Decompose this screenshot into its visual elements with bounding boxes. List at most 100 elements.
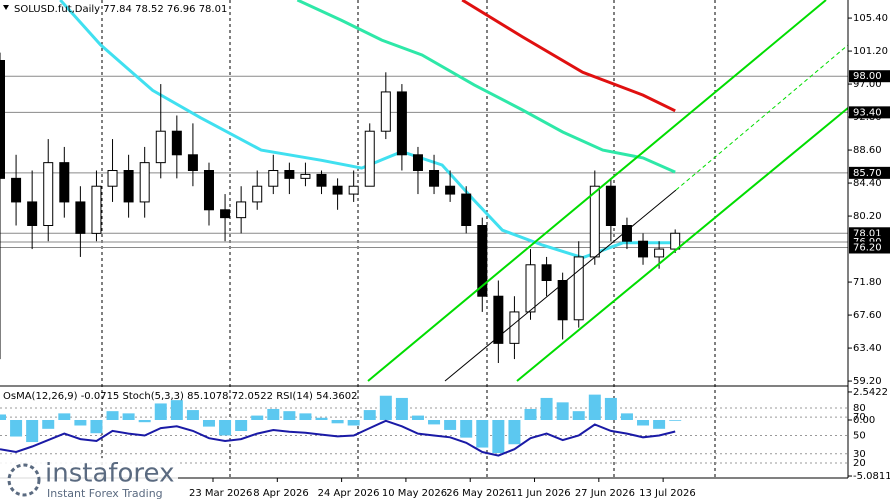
candle-body [364,130,375,187]
osma-bar [556,402,569,420]
y2-tick-label: 20 [853,458,866,469]
x-tick-label: 10 May 2026 [382,488,447,499]
watermark-subtitle: Instant Forex Trading [47,487,163,500]
osma-bar [620,413,633,420]
osma-bar [508,419,521,445]
candle-body [654,248,665,258]
osma-bar [524,408,537,420]
moving-average [461,0,676,113]
osma-bar [267,408,280,420]
osma-bar [492,419,505,454]
osma-bar [347,419,360,426]
indicator-title: OsMA(12,26,9) -0.0715 Stoch(5,3,3) 85.10… [3,391,358,402]
osma-bar [588,394,601,420]
y-tick-label: 80.20 [853,211,882,222]
candle-body [670,232,681,250]
osma-bar [26,419,39,443]
y-tick-label: -5.0811 [853,471,890,482]
osma-bar [74,419,87,426]
y2-tick-label: 50 [853,430,866,441]
candle-body [252,185,263,203]
osma-bar [283,411,296,420]
candle-body [27,201,38,227]
candle-body [638,240,649,258]
x-tick-label: 23 Mar 2026 [189,488,252,499]
candle-body [429,170,440,187]
level-label: 98.00 [853,71,882,82]
osma-bar [138,419,151,423]
candle-body [396,91,407,156]
menu-icon[interactable] [3,5,9,10]
osma-bar [395,397,408,420]
x-tick-label: 24 Apr 2026 [318,488,380,499]
y-tick-label: 88.60 [853,145,882,156]
level-label: 93.40 [853,107,882,118]
osma-bar [0,414,6,420]
candle-body [541,264,552,281]
candle-body [107,170,118,187]
candle-body [220,209,231,219]
osma-bar [572,411,585,420]
osma-bar [170,400,183,420]
candle-body [11,177,22,203]
candle-body [380,91,391,132]
y2-tick-label: 30 [853,449,866,460]
candle-body [525,264,536,313]
candle-body [187,154,198,172]
osma-bar [251,415,264,420]
candle-body [493,295,504,344]
y-tick-label: 101.20 [853,46,888,57]
candle-body [139,162,150,203]
candle-body [203,170,214,211]
moving-average [296,0,676,174]
y-tick-label: 84.40 [853,178,882,189]
osma-bar [315,417,328,420]
candle-body [621,225,632,242]
osma-bar [540,397,553,420]
candle-body [557,280,568,321]
osma-bar [331,419,344,424]
trend-channel [367,0,848,382]
y-tick-label: 97.00 [853,79,882,90]
candle-body [412,154,423,172]
candle-body [300,173,311,179]
candle-body [348,185,359,195]
candle-body [43,162,54,226]
y2-tick-label: 80 [853,403,866,414]
y-tick-label: 105.40 [853,13,888,24]
y-tick-label: 71.80 [853,277,882,288]
osma-bar [154,403,167,420]
osma-bar [42,419,55,429]
candle-body [509,311,520,344]
osma-bar [411,415,424,420]
candle-body [75,201,86,234]
osma-bar [669,419,682,421]
level-label-box [849,70,890,83]
candle-body [605,185,616,226]
y-tick-label: 2.5422 [853,387,888,398]
x-tick-label: 27 Jun 2026 [575,488,635,499]
rsi-line [0,419,676,457]
level-label-box [849,166,890,179]
osma-bar [106,411,119,420]
y2-tick-label: 70 [853,412,866,423]
osma-bar [186,410,199,420]
y-tick-label: 59.20 [853,376,882,387]
candle-body [268,170,279,187]
osma-bar [428,419,441,425]
osma-bar [299,413,312,420]
osma-bar [122,413,135,420]
osma-bar [604,397,617,420]
candle-body [171,130,182,156]
osma-bar [10,419,23,437]
x-tick-label: 26 May 2026 [446,488,511,499]
candle-body [477,225,488,297]
osma-bar [637,419,650,426]
candle-body [236,201,247,219]
candle-body [573,256,584,321]
candle-body [123,170,134,203]
candle-body [0,60,5,179]
level-label: 76.20 [853,243,882,254]
osma-bar [460,419,473,438]
